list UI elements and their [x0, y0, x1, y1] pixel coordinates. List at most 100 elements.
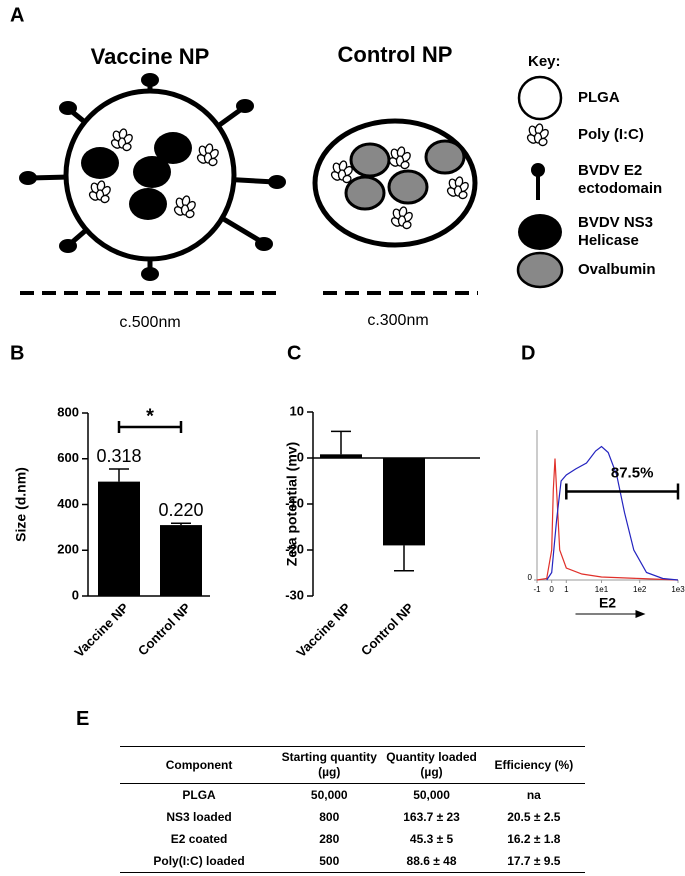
category-label: Vaccine NP [293, 600, 353, 660]
ns3-cores [81, 132, 192, 220]
bar [383, 458, 425, 546]
key-plga [517, 75, 563, 121]
key-label: Ovalbumin [578, 261, 656, 278]
table-cell: 45.3 ± 5 [409, 832, 454, 846]
table-body: PLGA 50,000 50,000 na NS3 loaded 800 163.7 ± 2… [120, 784, 585, 873]
table-cell: 20.5 ± 2.5 [507, 810, 561, 824]
spike-head [268, 175, 286, 189]
y-tick-label: 200 [57, 542, 79, 557]
header-cell: Starting quantity (µg) [278, 746, 381, 784]
x-tick-label: 1e3 [671, 585, 685, 594]
key-e2-head [531, 163, 545, 177]
use [525, 122, 551, 148]
y-axis-label: Zeta potential (mv) [284, 442, 300, 566]
key-label: BVDV NS3 Helicase [578, 214, 654, 249]
table-cell: Poly(I:C) loaded [153, 854, 245, 868]
table-cell: 17.7 ± 9.5 [507, 854, 561, 868]
ns3-core [129, 188, 167, 220]
key-ova [516, 251, 564, 289]
spike-heads [19, 73, 286, 281]
spike-head [141, 267, 159, 281]
pdi-label: 0.318 [96, 446, 141, 466]
header-cell: Quantity loaded (µg) [380, 746, 483, 784]
gate-label: 87.5% [611, 464, 654, 481]
panel-letter: A [10, 4, 24, 26]
table-cell: 16.2 ± 1.8 [507, 832, 561, 846]
ova-core [387, 169, 429, 205]
spike-head [255, 237, 273, 251]
bar [160, 525, 202, 596]
table-cell: 50,000 [310, 788, 348, 802]
y-tick-label: 800 [57, 404, 79, 419]
y-tick-label: 0 [297, 449, 304, 464]
key-label: Poly (I:C) [578, 126, 644, 143]
table-row: Poly(I:C) loaded 500 88.6 ± 48 17.7 ± 9.5 [120, 850, 585, 873]
key-label: BVDV E2 ectodomain [578, 162, 663, 197]
category-label: Control NP [358, 600, 417, 659]
key-ns3 [518, 214, 562, 250]
x-arrow-head [635, 610, 646, 618]
table-cell: 500 [319, 854, 340, 868]
table-row: NS3 loaded 800 163.7 ± 23 20.5 ± 2.5 [120, 806, 585, 828]
table-cell: NS3 loaded [166, 810, 232, 824]
key-label: PLGA [578, 89, 620, 106]
category-label: Vaccine NP [71, 600, 131, 660]
histogram-line [536, 458, 679, 581]
ova-core [349, 142, 391, 178]
y-axis-label: Size (d.nm) [13, 467, 29, 542]
ns3-core [133, 156, 171, 188]
y-tick-label: -30 [285, 587, 304, 602]
y-tick-label: 10 [290, 403, 304, 418]
bar [320, 454, 362, 458]
table-row: PLGA 50,000 50,000 na [120, 784, 585, 807]
table-cell: 280 [319, 832, 340, 846]
ova-cores [344, 139, 466, 211]
panel-letter: C [287, 342, 301, 364]
panel-letter: D [521, 342, 535, 364]
thead: Component Starting quantity (µg) Quantity … [120, 746, 585, 784]
x-tick-label: 1e1 [595, 585, 609, 594]
ns3-core [81, 147, 119, 179]
pdi-label: 0.220 [158, 500, 203, 520]
y-tick-label: 400 [57, 496, 79, 511]
key-title: Key: [528, 53, 561, 70]
table-cell: E2 coated [170, 832, 228, 846]
ova-core [424, 139, 466, 175]
spike-head [59, 239, 77, 253]
x-tick-label: 1 [564, 585, 569, 594]
control-size: c.300nm [367, 312, 428, 329]
table-cell: 88.6 ± 48 [406, 854, 457, 868]
category-label: Control NP [135, 600, 194, 659]
spike-head [236, 99, 254, 113]
table-cell: 163.7 ± 23 [403, 810, 460, 824]
spike-head [59, 101, 77, 115]
x-tick-label: -1 [533, 585, 541, 594]
sig-label: * [146, 405, 154, 427]
header-row: Component Starting quantity (µg) Quantity … [120, 746, 585, 784]
y-tick-label: 600 [57, 450, 79, 465]
vaccine-title: Vaccine NP [91, 44, 210, 69]
table-row: E2 coated 280 45.3 ± 5 16.2 ± 1.8 [120, 828, 585, 850]
ns3-core [154, 132, 192, 164]
header-cell: Efficiency (%) [482, 746, 585, 784]
header-cell: Component [120, 746, 279, 784]
x-tick-label: 1e2 [633, 585, 647, 594]
panel-letter: B [10, 342, 24, 364]
control-title: Control NP [338, 42, 453, 67]
table-cell: 800 [319, 810, 340, 824]
y-tick-label: 0 [72, 587, 79, 602]
table-cell: PLGA [182, 788, 216, 802]
spike-head [19, 171, 37, 185]
ova-core [344, 175, 386, 211]
histogram-line [546, 445, 679, 581]
table-cell: na [526, 788, 541, 802]
vaccine-size: c.500nm [119, 314, 180, 331]
y-tick-label: -20 [285, 541, 304, 556]
spike-head [141, 73, 159, 87]
loading-table: Component Starting quantity (µg) Quantity … [120, 746, 585, 873]
x-axis-label: E2 [599, 595, 616, 611]
y-tick-label: 0 [528, 573, 533, 582]
y-tick-label: -10 [285, 495, 304, 510]
